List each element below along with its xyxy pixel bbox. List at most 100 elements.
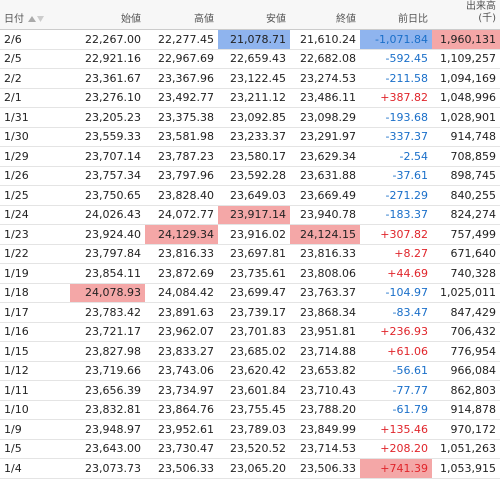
data-cell: -77.77 [392, 383, 428, 397]
data-cell: 23,757.34 [85, 169, 141, 183]
data-cell: 23,832.81 [85, 403, 141, 417]
data-cell: 23,506.33 [158, 461, 214, 475]
data-row: 1/12 23,719.66 23,743.06 23,620.42 23,653.82… [0, 362, 500, 381]
data-cell: 23,620.42 [230, 364, 286, 378]
data-cell: 1,025,011 [440, 286, 496, 300]
data-cell: 23,592.28 [230, 169, 286, 183]
data-cell: 23,653.82 [300, 364, 356, 378]
data-cell: 1/15 [4, 344, 29, 358]
data-cell: 23,669.49 [300, 188, 356, 202]
data-cell: 23,276.10 [85, 91, 141, 105]
header-text: 日付 [4, 14, 24, 25]
data-row: 1/19 23,854.11 23,872.69 23,735.61 23,808.06… [0, 264, 500, 284]
data-cell: +741.39 [360, 459, 432, 478]
data-row: 2/2 23,361.67 23,367.96 23,122.45 23,274.53 -… [0, 69, 500, 89]
data-cell: 1/11 [4, 383, 29, 397]
data-row: 1/4 23,073.73 23,506.33 23,065.20 23,506.33 +… [0, 459, 500, 479]
data-cell: 23,750.65 [85, 188, 141, 202]
data-cell: 1,028,901 [440, 110, 496, 124]
data-row: 1/26 23,757.34 23,797.96 23,592.28 23,631.88… [0, 167, 500, 186]
data-cell: 23,940.78 [300, 208, 356, 222]
data-cell: -1,071.84 [360, 30, 432, 49]
data-cell: 23,291.97 [300, 130, 356, 144]
data-cell: +387.82 [380, 91, 428, 105]
data-cell: 914,878 [450, 403, 497, 417]
data-cell: 966,084 [450, 364, 497, 378]
header-cell: 安値 [266, 14, 286, 25]
data-cell: 1/26 [4, 169, 29, 183]
data-cell: 22,659.43 [230, 52, 286, 66]
data-cell: +236.93 [380, 325, 428, 339]
data-cell: 23,924.40 [85, 227, 141, 241]
data-cell: 23,714.53 [300, 442, 356, 456]
data-cell: 740,328 [450, 266, 497, 280]
data-cell: +44.69 [387, 266, 428, 280]
data-cell: 1/16 [4, 325, 29, 339]
header-cell: 終値 [336, 14, 356, 25]
data-cell: 23,629.34 [300, 149, 356, 163]
data-row: 2/1 23,276.10 23,492.77 23,211.12 23,486.11 +… [0, 89, 500, 108]
data-row: 1/25 23,750.65 23,828.40 23,649.03 23,669.49… [0, 186, 500, 206]
data-cell: 23,739.17 [230, 305, 286, 319]
data-cell: 24,072.77 [158, 208, 214, 222]
data-cell: 1/9 [4, 422, 22, 436]
data-cell: 708,859 [450, 149, 497, 163]
data-cell: -592.45 [385, 52, 428, 66]
data-cell: 23,580.17 [230, 149, 286, 163]
data-row: 1/23 23,924.40 24,129.34 23,916.02 24,124.15… [0, 225, 500, 245]
data-cell: 1/12 [4, 364, 29, 378]
data-cell: -271.29 [385, 188, 428, 202]
header-row: 日付 始値 高値 安値 終値 前日比 出来高 (千) [0, 0, 500, 30]
data-row: 1/5 23,643.00 23,730.47 23,520.52 23,714.53 +… [0, 440, 500, 459]
data-cell: 23,699.47 [230, 286, 286, 300]
data-cell: 23,816.33 [158, 247, 214, 261]
data-cell: -193.68 [385, 110, 428, 124]
data-cell: 24,078.93 [70, 283, 145, 302]
data-cell: +8.27 [394, 247, 428, 261]
data-cell: 898,745 [450, 169, 497, 183]
data-row: 1/15 23,827.98 23,833.27 23,685.02 23,714.88… [0, 342, 500, 362]
data-cell: 1/25 [4, 188, 29, 202]
data-cell: 23,631.88 [300, 169, 356, 183]
data-cell: -37.61 [392, 169, 428, 183]
data-row: 1/29 23,707.14 23,787.23 23,580.17 23,629.34… [0, 147, 500, 167]
data-cell: -183.37 [385, 208, 428, 222]
data-cell: 757,499 [450, 227, 497, 241]
data-cell: 776,954 [450, 344, 497, 358]
data-cell: 23,367.96 [158, 71, 214, 85]
data-row: 1/18 24,078.93 24,084.42 23,699.47 23,763.37… [0, 283, 500, 303]
data-row: 1/30 23,559.33 23,581.98 23,233.37 23,291.97… [0, 128, 500, 147]
data-cell: 23,697.81 [230, 247, 286, 261]
data-cell: 1/4 [4, 461, 22, 475]
data-cell: 1/19 [4, 266, 29, 280]
data-cell: 23,730.47 [158, 442, 214, 456]
data-cell: 23,872.69 [158, 266, 214, 280]
data-cell: 1,094,169 [440, 71, 496, 85]
data-cell: 862,803 [450, 383, 497, 397]
header-cell: 前日比 [398, 14, 428, 25]
data-cell: 23,816.33 [300, 247, 356, 261]
header-unit: (千) [478, 12, 496, 24]
data-cell: 23,721.17 [85, 325, 141, 339]
data-cell: 970,172 [450, 422, 497, 436]
data-cell: 1/29 [4, 149, 29, 163]
data-cell: 23,486.11 [300, 91, 356, 105]
data-cell: 23,763.37 [300, 286, 356, 300]
data-cell: 24,124.15 [290, 225, 360, 244]
data-cell: 23,685.02 [230, 344, 286, 358]
data-cell: -2.54 [399, 149, 428, 163]
data-cell: 23,701.83 [230, 325, 286, 339]
data-cell: 23,233.37 [230, 130, 286, 144]
data-cell: 1,053,915 [440, 461, 496, 475]
header-cell[interactable]: 日付 [0, 0, 70, 29]
data-row: 2/5 22,921.16 22,967.69 22,659.43 22,682.08 -… [0, 50, 500, 69]
data-cell: 22,967.69 [158, 52, 214, 66]
data-cell: 22,921.16 [85, 52, 141, 66]
data-cell: 23,707.14 [85, 149, 141, 163]
data-cell: +307.82 [380, 227, 428, 241]
data-cell: 23,916.02 [230, 227, 286, 241]
data-cell: 1,960,131 [432, 30, 500, 49]
data-cell: 23,506.33 [300, 461, 356, 475]
sort-arrows[interactable] [28, 15, 44, 23]
